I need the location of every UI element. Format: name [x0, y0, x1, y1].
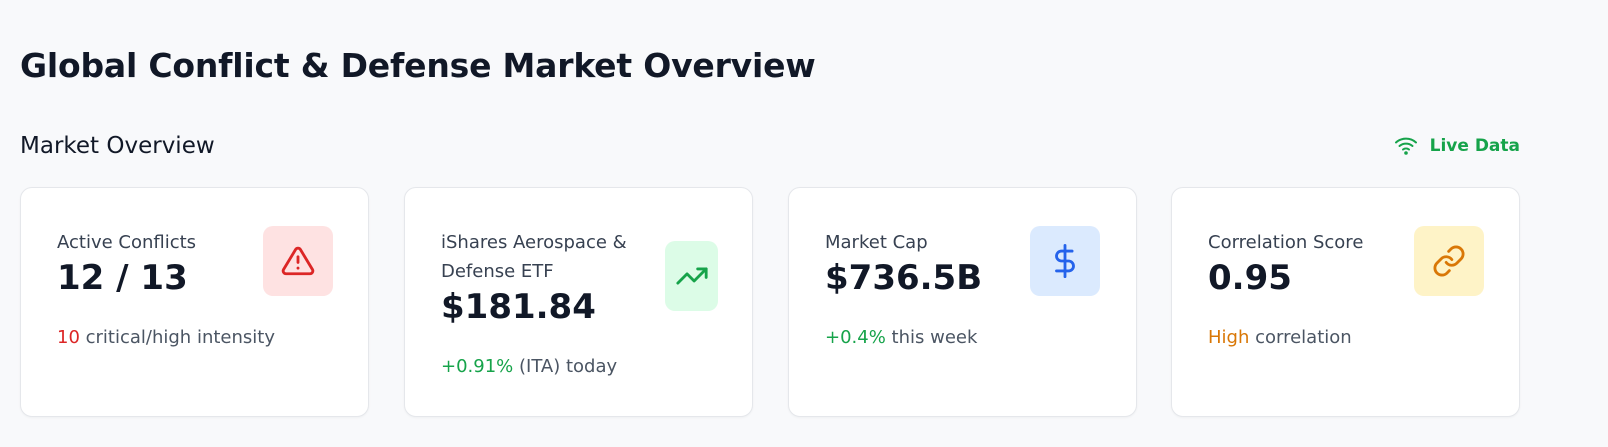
live-data-indicator: Live Data	[1394, 136, 1520, 156]
card-market-cap[interactable]: Market Cap $736.5B +0.4% this week	[788, 187, 1137, 417]
stat-cards: Active Conflicts 12 / 13 10 critical/hig…	[20, 187, 1520, 417]
card-value: 12 / 13	[57, 258, 188, 298]
trending-up-icon	[665, 241, 718, 311]
card-label: Active Conflicts	[57, 232, 197, 253]
card-label: Correlation Score	[1208, 232, 1364, 253]
card-value: $181.84	[441, 287, 596, 327]
card-footer: High correlation	[1208, 327, 1352, 348]
footer-text: (ITA) today	[513, 356, 618, 377]
footer-text: critical/high intensity	[79, 327, 275, 348]
footer-text: correlation	[1249, 327, 1352, 348]
footer-highlight: 10	[57, 327, 80, 348]
card-active-conflicts[interactable]: Active Conflicts 12 / 13 10 critical/hig…	[20, 187, 369, 417]
card-label: iShares Aerospace & Defense ETF	[441, 232, 627, 282]
page-title: Global Conflict & Defense Market Overvie…	[20, 46, 816, 85]
alert-triangle-icon	[263, 226, 333, 296]
footer-text: this week	[885, 327, 978, 348]
card-correlation-score[interactable]: Correlation Score 0.95 High correlation	[1171, 187, 1520, 417]
link-icon	[1414, 226, 1484, 296]
card-footer: +0.91% (ITA) today	[441, 356, 617, 377]
section-title: Market Overview	[20, 133, 215, 159]
dollar-sign-icon	[1030, 226, 1100, 296]
card-label: Market Cap	[825, 232, 928, 253]
card-value: $736.5B	[825, 258, 983, 298]
live-data-label: Live Data	[1429, 136, 1520, 156]
card-footer: 10 critical/high intensity	[57, 327, 275, 348]
card-defense-etf[interactable]: iShares Aerospace & Defense ETF $181.84 …	[404, 187, 753, 417]
footer-highlight: +0.91%	[441, 356, 514, 377]
footer-highlight: High	[1208, 327, 1250, 348]
footer-highlight: +0.4%	[825, 327, 886, 348]
card-footer: +0.4% this week	[825, 327, 977, 348]
card-value: 0.95	[1208, 258, 1292, 298]
section-header: Market Overview Live Data	[20, 128, 1520, 164]
wifi-icon	[1394, 136, 1418, 156]
